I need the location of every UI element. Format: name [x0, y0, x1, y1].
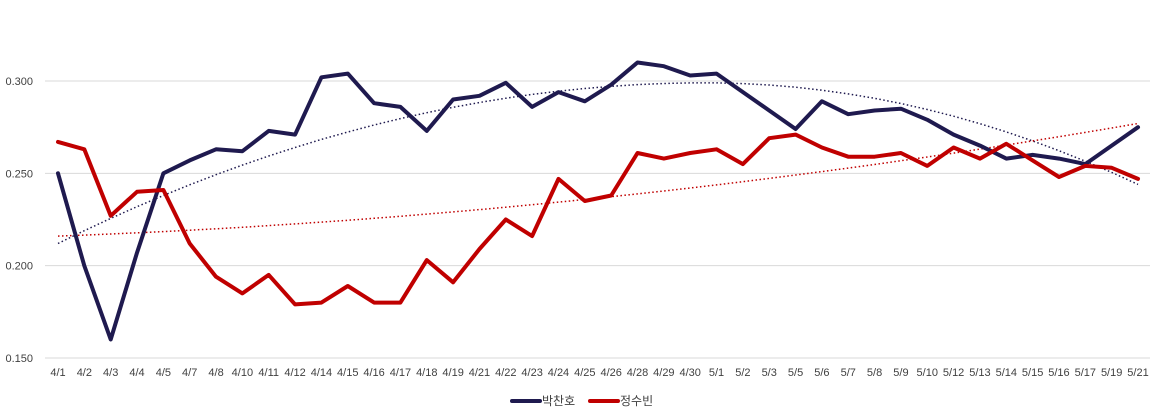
x-tick-label: 4/30 — [679, 367, 700, 379]
gridlines — [45, 80, 1150, 359]
x-tick-label: 5/13 — [969, 367, 990, 379]
x-tick-label: 4/15 — [337, 367, 358, 379]
x-tick-label: 4/24 — [548, 367, 569, 379]
x-tick-label: 4/5 — [156, 367, 171, 379]
trendlines — [57, 82, 1139, 245]
x-tick-label: 4/8 — [208, 367, 223, 379]
x-tick-label: 5/17 — [1075, 367, 1096, 379]
x-tick-label: 5/9 — [893, 367, 908, 379]
trendline-2 — [57, 122, 1139, 237]
x-tick-label: 4/2 — [77, 367, 92, 379]
x-tick-label: 4/7 — [182, 367, 197, 379]
x-tick-label: 5/12 — [943, 367, 964, 379]
x-tick-label: 5/5 — [788, 367, 803, 379]
x-tick-label: 5/6 — [814, 367, 829, 379]
x-tick-label: 4/16 — [363, 367, 384, 379]
series-line-2 — [56, 132, 1140, 307]
y-axis: 0.150 0.200 0.250 0.300 — [5, 76, 33, 365]
x-axis: 4/1 4/2 4/3 4/4 4/5 4/7 4/8 4/10 4/11 4/12 4/14 4/1… — [50, 367, 1148, 379]
y-tick-label: 0.300 — [5, 76, 33, 88]
x-tick-label: 4/14 — [311, 367, 332, 379]
series-lines — [56, 60, 1140, 342]
legend-label: 정수빈 — [620, 394, 653, 408]
x-tick-label: 4/18 — [416, 367, 437, 379]
x-tick-label: 4/28 — [627, 367, 648, 379]
x-tick-label: 5/3 — [762, 367, 777, 379]
x-tick-label: 4/26 — [600, 367, 621, 379]
x-tick-label: 4/12 — [284, 367, 305, 379]
x-tick-label: 5/14 — [996, 367, 1017, 379]
legend-label: 박찬호 — [542, 393, 575, 408]
x-tick-label: 4/11 — [258, 367, 279, 379]
x-tick-label: 5/19 — [1101, 367, 1122, 379]
x-tick-label: 4/21 — [469, 367, 490, 379]
x-tick-label: 5/10 — [917, 367, 938, 379]
x-tick-label: 4/1 — [50, 367, 65, 379]
x-tick-label: 5/1 — [709, 367, 724, 379]
x-tick-label: 5/7 — [841, 367, 856, 379]
x-tick-label: 4/22 — [495, 367, 516, 379]
x-tick-label: 5/8 — [867, 367, 882, 379]
y-tick-label: 0.250 — [5, 168, 33, 180]
x-tick-label: 4/3 — [103, 367, 118, 379]
x-tick-label: 4/19 — [442, 367, 463, 379]
y-tick-label: 0.200 — [5, 261, 33, 273]
legend: 박찬호 정수빈 — [510, 393, 653, 408]
x-tick-label: 4/29 — [653, 367, 674, 379]
x-tick-label: 4/25 — [574, 367, 595, 379]
x-tick-label: 5/2 — [735, 367, 750, 379]
y-tick-label: 0.150 — [5, 353, 33, 365]
x-tick-label: 5/16 — [1048, 367, 1069, 379]
x-tick-label: 4/10 — [232, 367, 253, 379]
x-tick-label: 4/4 — [129, 367, 144, 379]
x-tick-label: 4/23 — [521, 367, 542, 379]
x-tick-label: 5/15 — [1022, 367, 1043, 379]
x-tick-label: 5/21 — [1127, 367, 1148, 379]
trendline-1 — [57, 82, 1139, 245]
series-line-1 — [56, 60, 1140, 342]
x-tick-label: 4/17 — [390, 367, 411, 379]
